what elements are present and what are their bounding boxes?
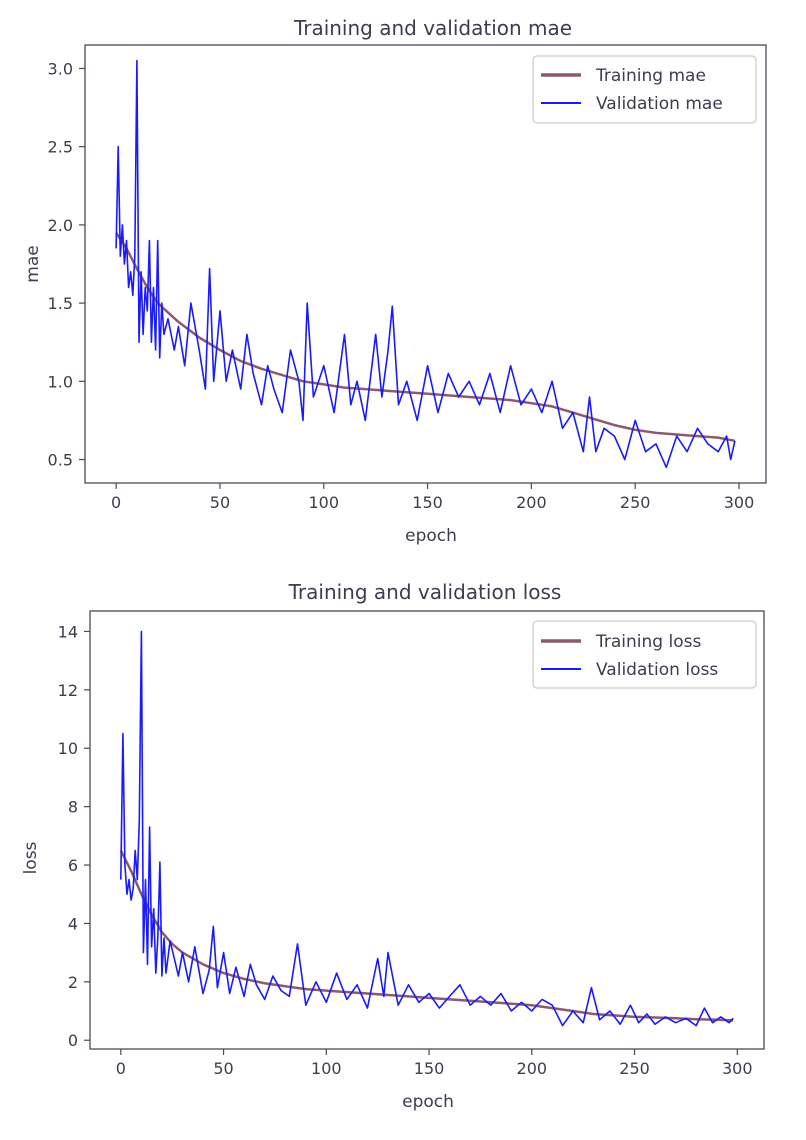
mae-x-tick-label: 300 <box>724 493 755 512</box>
mae-line-training-mae <box>115 232 736 443</box>
loss-x-tick-label: 100 <box>311 1059 342 1078</box>
mae-legend-label-training: Training mae <box>595 66 706 86</box>
loss-legend-box <box>532 620 757 689</box>
loss-y-tick-label: 8 <box>68 798 78 817</box>
loss-y-ticks: 0 2 4 6 8 10 12 14 <box>58 622 90 1050</box>
loss-x-tick-label: 150 <box>414 1059 445 1078</box>
mae-x-axis-label: epoch <box>405 526 457 546</box>
loss-x-tick-label: 200 <box>517 1059 548 1078</box>
loss-y-axis-label: loss <box>21 841 41 874</box>
loss-line-validation-loss <box>120 630 734 1027</box>
loss-y-tick-label: 6 <box>68 856 78 875</box>
mae-x-tick-label: 200 <box>516 493 547 512</box>
loss-x-tick-label: 0 <box>116 1059 126 1078</box>
mae-legend-label-validation: Validation mae <box>596 94 723 114</box>
loss-legend: Training loss Validation loss <box>532 620 757 689</box>
loss-y-tick-label: 10 <box>58 739 78 758</box>
loss-y-tick-label: 14 <box>58 622 78 641</box>
loss-x-tick-label: 50 <box>213 1059 233 1078</box>
loss-legend-label-training: Training loss <box>595 632 701 652</box>
loss-y-tick-label: 0 <box>68 1031 78 1050</box>
mae-chart: Training and validation mae 0 50 100 150 200… <box>23 16 767 546</box>
loss-series-lines <box>119 630 734 1027</box>
mae-x-ticks: 0 50 100 150 200 250 300 <box>111 483 754 512</box>
mae-x-tick-label: 50 <box>210 493 230 512</box>
loss-legend-label-validation: Validation loss <box>596 660 718 680</box>
mae-y-axis-label: mae <box>23 245 43 282</box>
loss-x-tick-label: 300 <box>722 1059 753 1078</box>
mae-y-tick-label: 1.0 <box>48 372 73 391</box>
mae-y-ticks: 0.5 1.0 1.5 2.0 2.5 3.0 <box>48 59 85 470</box>
mae-legend: Training mae Validation mae <box>532 55 757 124</box>
loss-x-axis-label: epoch <box>402 1092 454 1112</box>
mae-x-tick-label: 0 <box>111 493 121 512</box>
mae-x-tick-label: 250 <box>620 493 651 512</box>
mae-y-tick-label: 1.5 <box>48 294 73 313</box>
loss-y-tick-label: 2 <box>68 973 78 992</box>
mae-y-tick-label: 2.0 <box>48 216 73 235</box>
mae-x-tick-label: 100 <box>308 493 339 512</box>
mae-y-tick-label: 3.0 <box>48 59 73 78</box>
mae-chart-title: Training and validation mae <box>293 16 572 40</box>
loss-chart: Training and validation loss 0 50 100 150 20… <box>21 580 765 1112</box>
mae-y-tick-label: 2.5 <box>48 138 73 157</box>
mae-series-lines <box>115 59 736 469</box>
mae-x-tick-label: 150 <box>412 493 443 512</box>
mae-legend-box <box>532 55 757 124</box>
loss-y-tick-label: 12 <box>58 681 78 700</box>
mae-line-validation-mae <box>115 59 736 469</box>
mae-y-tick-label: 0.5 <box>48 451 73 470</box>
loss-x-ticks: 0 50 100 150 200 250 300 <box>116 1049 753 1078</box>
loss-chart-title: Training and validation loss <box>288 580 562 604</box>
loss-y-tick-label: 4 <box>68 914 78 933</box>
loss-x-tick-label: 250 <box>619 1059 650 1078</box>
